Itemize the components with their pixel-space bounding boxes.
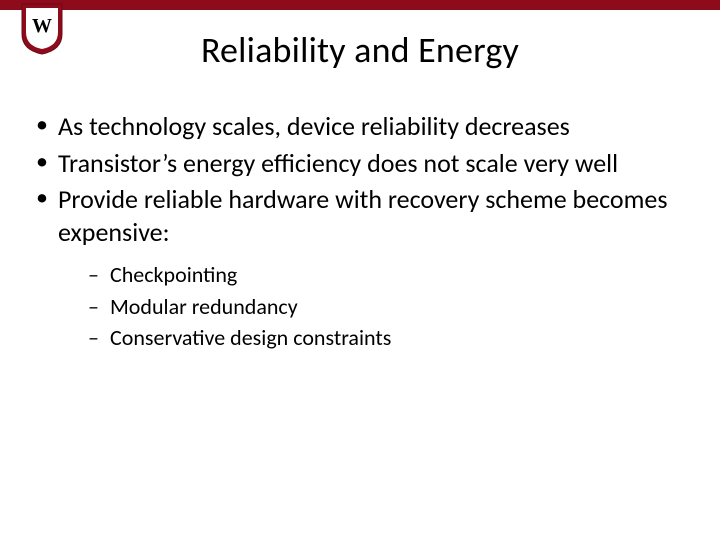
bullet-text: Provide reliable hardware with recovery … (58, 183, 668, 248)
sub-bullet-item: Checkpointing (58, 260, 690, 290)
bullet-item: Transistor’s energy efficiency does not … (30, 147, 690, 180)
slide: W Reliability and Energy As technology s… (0, 0, 720, 540)
bullet-item: Provide reliable hardware with recovery … (30, 183, 690, 353)
bullet-item: As technology scales, device reliability… (30, 110, 690, 143)
sub-bullet-item: Conservative design constraints (58, 323, 690, 353)
sub-bullet-list: Checkpointing Modular redundancy Conserv… (58, 260, 690, 353)
sub-bullet-item: Modular redundancy (58, 292, 690, 322)
slide-title: Reliability and Energy (0, 28, 720, 72)
bullet-list: As technology scales, device reliability… (30, 110, 690, 353)
slide-body: As technology scales, device reliability… (30, 110, 690, 357)
topbar (0, 0, 720, 10)
